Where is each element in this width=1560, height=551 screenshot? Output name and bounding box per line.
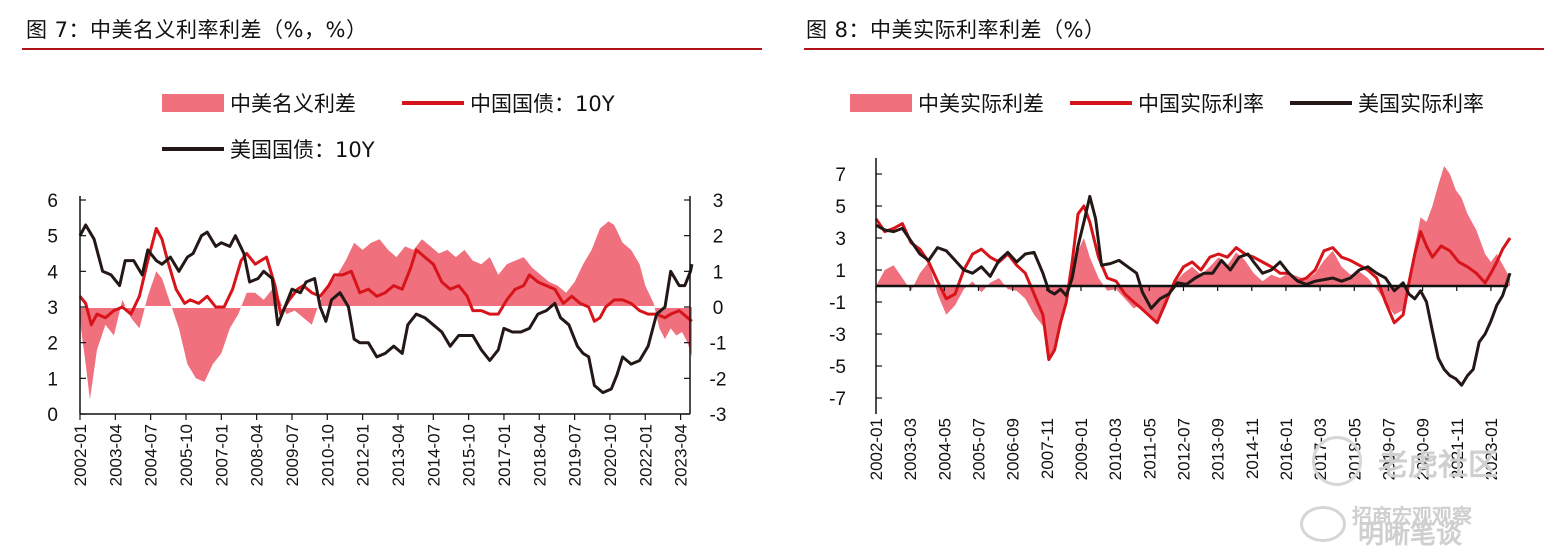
fig8-x-tick-label: 2021-11 (1448, 418, 1467, 479)
fig7-x-tick-label: 2014-07 (424, 424, 443, 486)
fig7-x-tick-label: 2017-01 (495, 424, 514, 486)
figure-7-panel: 图 7：中美名义利率利差（%，%） 中美名义利差 中国国债：10Y 美国国债：10Y… (0, 0, 770, 548)
fig7-x-tick-label: 2002-01 (71, 424, 90, 486)
fig7-x-tick-label: 2007-01 (212, 424, 231, 486)
fig7-right-y-tick-label: -1 (710, 334, 727, 355)
fig8-y-tick-label: 3 (835, 229, 846, 250)
fig7-x-tick-label: 2013-04 (389, 424, 408, 486)
fig8-line-us-real-rate (875, 194, 1512, 387)
fig7-left-y-tick-label: 0 (47, 405, 58, 426)
fig7-x-tick-label: 2019-07 (566, 424, 585, 486)
fig7-left-y-tick-label: 2 (47, 334, 58, 355)
fig7-x-tick-label: 2003-04 (106, 424, 125, 486)
fig8-x-tick-label: 2006-09 (1004, 418, 1023, 480)
figure-7-chart: 中美名义利差 中国国债：10Y 美国国债：10Y 0 1 2 3 4 5 6 -3 -2 -1 0 1 2 3 2… (47, 92, 727, 486)
fig8-y-tick-label: 1 (835, 261, 846, 282)
fig8-x-tick-label: 2011-05 (1140, 418, 1159, 479)
fig8-line-china-real-rate (874, 204, 1512, 362)
fig7-legend-label: 中美名义利差 (230, 92, 356, 116)
fig7-line-china-10y (78, 227, 693, 327)
watermark-tiger-logo-icon (1312, 436, 1362, 486)
fig7-left-y-tick-label: 3 (47, 298, 58, 319)
fig7-right-y-tick-label: 0 (713, 298, 724, 319)
figure-7-title-rule (22, 48, 762, 50)
fig7-x-tick-label: 2005-10 (177, 424, 196, 486)
fig8-x-tick-label: 2020-09 (1414, 418, 1433, 480)
fig7-x-tick-label: 2020-10 (601, 424, 620, 486)
fig7-left-y-tick-label: 5 (47, 227, 58, 248)
fig7-x-tick-label: 2009-07 (283, 424, 302, 486)
fig8-x-tick-label: 2013-09 (1209, 418, 1228, 480)
fig7-left-y-tick-label: 4 (47, 262, 58, 283)
figure-7-title: 图 7：中美名义利率利差（%，%） (26, 18, 368, 42)
watermark-account-text: 招商宏观观察 (1352, 504, 1472, 528)
fig7-legend-label: 中国国债：10Y (470, 92, 615, 116)
fig8-y-tick-label: -5 (829, 357, 846, 378)
watermark-community-text: 老虎社区 (1378, 448, 1498, 483)
fig8-legend-item: 中美实际利差 (850, 92, 1044, 116)
fig8-x-tick-label: 2003-03 (901, 418, 920, 480)
fig7-right-y-tick-label: 1 (713, 262, 724, 283)
fig7-legend-label: 美国国债：10Y (230, 138, 375, 162)
fig8-x-tick-label: 2010-03 (1106, 418, 1125, 480)
fig8-x-tick-label: 2016-01 (1277, 418, 1296, 480)
figure-8-title: 图 8：中美实际利率利差（%） (806, 18, 1106, 42)
fig7-area-nominal-spread (80, 221, 692, 400)
fig7-legend-swatch-area (162, 94, 224, 112)
fig7-right-y-tick-label: -3 (710, 405, 727, 426)
watermark-brand-text: 明晰笔谈 (1358, 520, 1463, 550)
fig7-legend-item: 中美名义利差 (162, 92, 356, 116)
fig8-x-tick-label: 2019-07 (1379, 418, 1398, 480)
fig8-legend-item: 美国实际利率 (1290, 92, 1484, 116)
fig7-x-tick-label: 2015-10 (460, 424, 479, 486)
fig8-x-tick-label: 2012-07 (1174, 418, 1193, 480)
fig7-left-y-tick-label: 1 (47, 369, 58, 390)
fig8-y-tick-label: 5 (835, 197, 846, 218)
fig8-legend-label: 中国实际利率 (1138, 92, 1264, 116)
fig7-left-y-tick-label: 6 (47, 191, 58, 212)
fig8-y-tick-label: 7 (835, 165, 846, 186)
fig7-right-y-tick-label: 2 (713, 227, 724, 248)
fig8-x-tick-label: 2004-05 (935, 418, 954, 480)
fig8-x-tick-label: 2023-01 (1482, 418, 1501, 480)
fig7-x-tick-label: 2008-04 (248, 424, 267, 486)
fig7-x-tick-label: 2004-07 (142, 424, 161, 486)
fig8-y-tick-label: -7 (829, 389, 846, 410)
fig7-x-tick-label: 2010-10 (318, 424, 337, 486)
fig8-legend-item: 中国实际利率 (1070, 92, 1264, 116)
fig7-right-y-tick-label: 3 (713, 191, 724, 212)
fig7-line-us-10y (78, 223, 694, 395)
fig7-x-tick-label: 2012-01 (354, 424, 373, 486)
fig8-legend-label: 美国实际利率 (1358, 92, 1484, 116)
fig8-y-tick-label: -1 (829, 293, 846, 314)
figure-8-title-rule (804, 48, 1544, 50)
fig7-legend-item: 中国国债：10Y (402, 92, 615, 116)
fig7-x-tick-label: 2022-01 (636, 424, 655, 486)
fig8-x-tick-label: 2014-11 (1243, 418, 1262, 479)
fig8-x-tick-label: 2005-07 (969, 418, 988, 480)
fig7-x-tick-label: 2023-04 (672, 424, 691, 486)
fig7-x-tick-label: 2018-04 (530, 424, 549, 486)
fig8-x-tick-label: 2009-01 (1072, 418, 1091, 480)
fig8-legend-swatch-area (850, 94, 912, 112)
fig8-area-real-spread (876, 166, 1510, 362)
fig8-y-tick-label: -3 (829, 325, 846, 346)
fig8-legend-label: 中美实际利差 (918, 92, 1044, 116)
fig8-x-tick-label: 2002-01 (867, 418, 886, 480)
fig7-right-y-tick-label: -2 (710, 369, 727, 390)
fig8-x-tick-label: 2007-11 (1038, 418, 1057, 479)
fig7-legend-item: 美国国债：10Y (162, 138, 375, 162)
watermark-wechat-icon (1300, 506, 1346, 542)
